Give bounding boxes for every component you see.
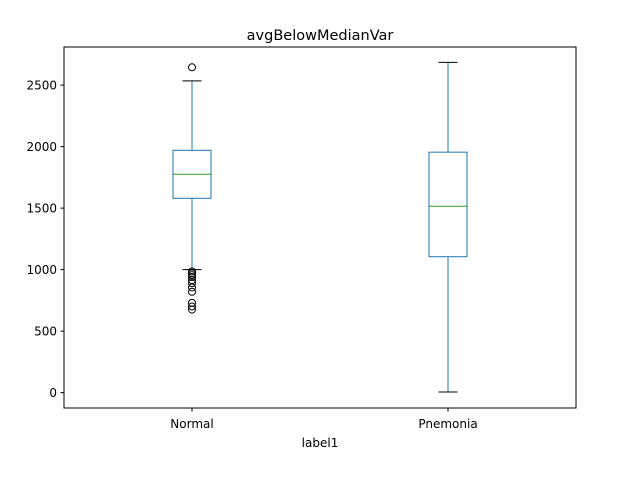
x-tick-label: Pnemonia: [418, 417, 477, 431]
y-axis: 0 500 1000 1500 2000 2500: [26, 79, 64, 400]
box-group-normal: [172, 63, 212, 314]
y-tick-label: 500: [34, 325, 57, 339]
outlier-point: [188, 63, 196, 72]
x-axis-label: label1: [302, 436, 339, 450]
outlier-point: [188, 283, 196, 292]
y-tick-label: 2000: [26, 140, 57, 154]
outlier-point: [188, 273, 196, 282]
x-axis: Normal Pnemonia: [170, 408, 478, 431]
axes-frame: [63, 46, 577, 409]
iqr-box: [428, 151, 468, 258]
chart-title: avgBelowMedianVar: [247, 28, 394, 44]
y-tick-label: 0: [49, 386, 57, 400]
x-tick-label: Normal: [170, 417, 213, 431]
outlier-point: [188, 287, 196, 296]
outlier-point: [188, 279, 196, 288]
y-tick-label: 2500: [26, 79, 57, 93]
outlier-point: [188, 305, 196, 314]
y-tick-label: 1500: [26, 202, 57, 216]
box-group-pnemonia: [428, 61, 468, 393]
plot-area: [172, 61, 468, 393]
outlier-point: [188, 302, 196, 311]
y-tick-label: 1000: [26, 263, 57, 277]
